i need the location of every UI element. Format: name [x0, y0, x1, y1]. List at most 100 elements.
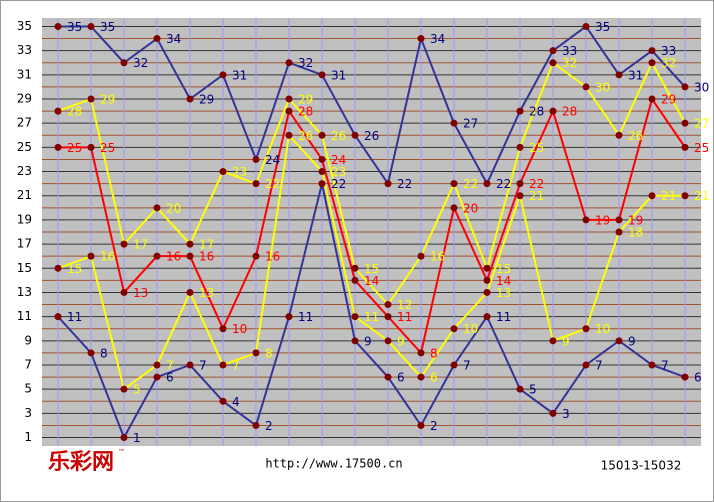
point	[285, 59, 293, 67]
value-label: 30	[595, 80, 610, 94]
point	[120, 288, 128, 296]
point	[219, 168, 227, 176]
point	[516, 192, 524, 200]
value-label: 30	[694, 80, 709, 94]
value-label: 13	[496, 286, 511, 300]
value-label: 28	[67, 105, 82, 119]
point	[153, 361, 161, 369]
point	[615, 337, 623, 345]
point	[54, 143, 62, 151]
value-label: 11	[298, 310, 313, 324]
value-label: 25	[100, 141, 115, 155]
value-label: 23	[331, 165, 346, 179]
point	[252, 155, 260, 163]
value-label: 11	[67, 310, 82, 324]
point	[153, 373, 161, 381]
point	[516, 385, 524, 393]
value-label: 26	[331, 129, 346, 143]
point	[681, 83, 689, 91]
value-label: 19	[628, 213, 643, 227]
point	[516, 143, 524, 151]
y-tick-label: 11	[17, 309, 32, 323]
y-tick-label: 29	[17, 92, 32, 106]
point	[351, 337, 359, 345]
value-label: 20	[166, 201, 181, 215]
value-label: 19	[595, 213, 610, 227]
point	[417, 421, 425, 429]
point	[285, 131, 293, 139]
point	[318, 71, 326, 79]
point	[615, 71, 623, 79]
value-label: 35	[67, 20, 82, 34]
value-label: 11	[364, 310, 379, 324]
point	[120, 434, 128, 442]
value-label: 33	[661, 44, 676, 58]
value-label: 7	[661, 358, 669, 372]
point	[120, 59, 128, 67]
value-label: 29	[661, 93, 676, 107]
site: http://www.17500.cn	[265, 457, 402, 471]
point	[87, 22, 95, 30]
value-label: 12	[397, 298, 412, 312]
value-label: 7	[199, 358, 207, 372]
value-label: 21	[694, 189, 709, 203]
point	[351, 276, 359, 284]
point	[582, 361, 590, 369]
point	[648, 95, 656, 103]
y-tick-label: 21	[17, 188, 32, 202]
value-label: 6	[430, 371, 438, 385]
point	[615, 216, 623, 224]
point	[483, 264, 491, 272]
value-label: 31	[331, 68, 346, 82]
point	[516, 107, 524, 115]
point	[615, 131, 623, 139]
series-line	[58, 25, 686, 187]
point	[681, 143, 689, 151]
y-tick-label: 15	[17, 261, 32, 275]
point	[516, 180, 524, 188]
value-label: 11	[496, 310, 511, 324]
value-label: 32	[661, 56, 676, 70]
point	[153, 252, 161, 260]
point	[648, 192, 656, 200]
value-label: 14	[496, 274, 511, 288]
point	[582, 325, 590, 333]
value-label: 25	[67, 141, 82, 155]
point	[582, 22, 590, 30]
value-label: 8	[430, 346, 438, 360]
value-label: 31	[232, 68, 247, 82]
y-tick-label: 7	[24, 357, 32, 371]
y-tick-label: 1	[24, 430, 32, 444]
value-label: 15	[364, 262, 379, 276]
point	[285, 95, 293, 103]
value-label: 32	[298, 56, 313, 70]
y-tick-label: 27	[17, 116, 32, 130]
point	[285, 107, 293, 115]
point	[318, 155, 326, 163]
point	[648, 59, 656, 67]
value-label: 21	[529, 189, 544, 203]
value-label: 23	[232, 165, 247, 179]
point	[549, 59, 557, 67]
point	[549, 107, 557, 115]
value-label: 22	[463, 177, 478, 191]
point	[384, 301, 392, 309]
point	[582, 216, 590, 224]
point	[384, 337, 392, 345]
value-label: 9	[364, 334, 372, 348]
value-label: 20	[463, 201, 478, 215]
value-label: 17	[199, 238, 214, 252]
value-label: 15	[67, 262, 82, 276]
point	[54, 264, 62, 272]
point	[648, 47, 656, 55]
value-label: 27	[463, 117, 478, 131]
point	[549, 409, 557, 417]
value-label: 33	[562, 44, 577, 58]
point	[483, 288, 491, 296]
y-tick-label: 31	[17, 67, 32, 81]
point	[54, 107, 62, 115]
point	[384, 373, 392, 381]
value-label: 29	[199, 93, 214, 107]
value-label: 1	[133, 431, 141, 445]
